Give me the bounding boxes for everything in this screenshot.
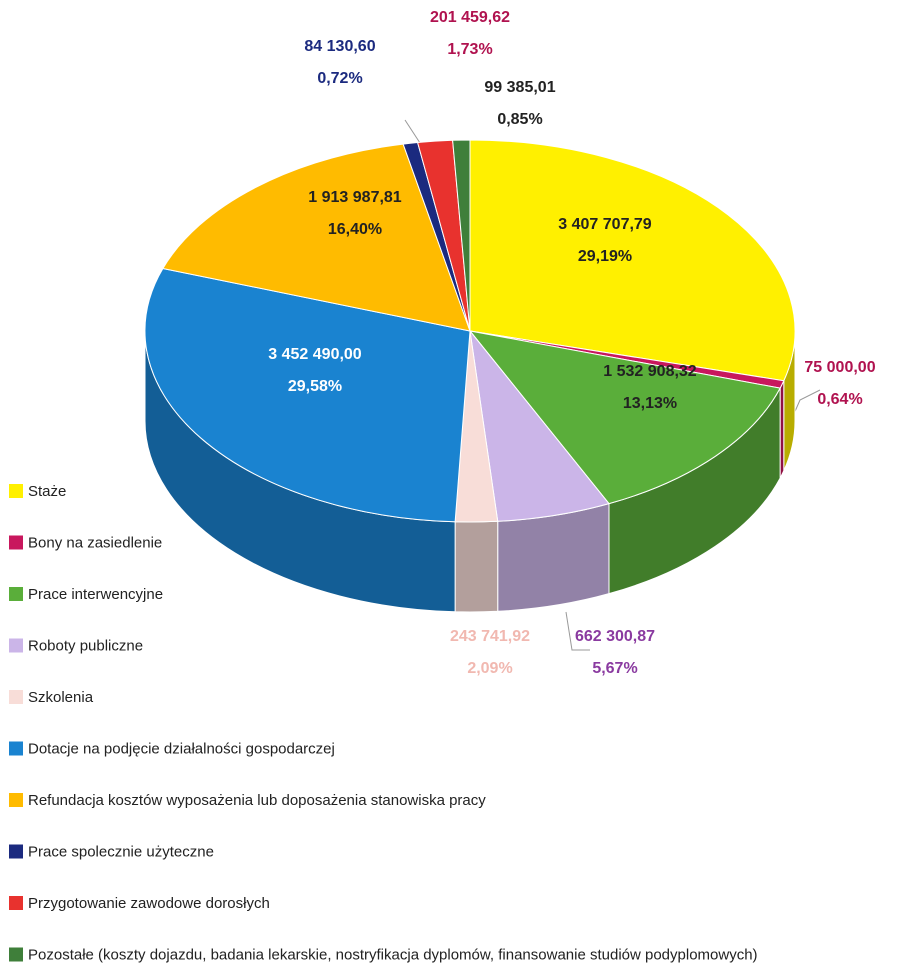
- legend-label: Refundacja kosztów wyposażenia lub dopos…: [28, 792, 486, 809]
- slice: [162, 143, 471, 332]
- percentage-label: 29,58%: [288, 378, 342, 395]
- legend-label: Staże: [28, 483, 66, 500]
- percentage-label: 0,72%: [317, 70, 362, 87]
- slice: [144, 267, 471, 523]
- percentage-label: 0,64%: [817, 391, 862, 408]
- legend: Staże Bony na zasiedlenie Prace interwency…: [9, 483, 758, 963]
- legend-label: Pozostałe (koszty dojazdu, badania lekar…: [28, 946, 758, 963]
- legend-label: Bony na zasiedlenie: [28, 534, 162, 551]
- legend-swatch: [9, 947, 23, 962]
- legend-label: Roboty publiczne: [28, 637, 143, 654]
- value-label: 3 407 707,79: [558, 216, 652, 233]
- legend-swatch: [9, 844, 23, 859]
- legend-label: Dotacje na podjęcie działalności gospoda…: [28, 740, 335, 757]
- legend-label: Szkolenia: [28, 689, 94, 706]
- leader-line: [404, 119, 421, 144]
- percentage-label: 13,13%: [623, 395, 677, 412]
- slice: [468, 330, 781, 505]
- legend-swatch: [9, 535, 23, 550]
- leader-line: [565, 611, 590, 651]
- pie: [144, 139, 796, 613]
- legend-swatch: [9, 896, 23, 910]
- legend-swatch: [9, 484, 23, 498]
- percentage-label: 16,40%: [328, 221, 382, 238]
- value-label: 3 452 490,00: [268, 346, 362, 363]
- legend-label: Przygotowanie zawodowe dorosłych: [28, 895, 270, 912]
- legend-swatch: [9, 793, 23, 807]
- value-label: 75 000,00: [804, 359, 875, 376]
- slice-side: [454, 520, 499, 613]
- percentage-label: 5,67%: [592, 660, 637, 677]
- value-label: 243 741,92: [450, 628, 530, 645]
- value-label: 662 300,87: [575, 628, 655, 645]
- slice: [452, 139, 471, 332]
- value-label: 1 913 987,81: [308, 189, 402, 206]
- legend-swatch: [9, 587, 23, 601]
- percentage-label: 29,19%: [578, 248, 632, 265]
- slice-side: [779, 380, 785, 479]
- legend-label: Prace interwencyjne: [28, 586, 163, 603]
- value-label: 84 130,60: [304, 38, 375, 55]
- legend-label: Prace spolecznie użyteczne: [28, 843, 214, 860]
- value-label: 201 459,62: [430, 9, 510, 26]
- slice: [469, 139, 796, 382]
- percentage-label: 0,85%: [497, 111, 542, 128]
- percentage-label: 1,73%: [447, 41, 492, 58]
- value-label: 1 532 908,32: [603, 363, 697, 380]
- percentage-label: 2,09%: [467, 660, 512, 677]
- legend-swatch: [9, 690, 23, 704]
- data-labels: 3 407 707,79 29,19% 75 000,00 0,64% 1 532 90…: [268, 9, 875, 677]
- legend-swatch: [9, 741, 23, 756]
- value-label: 99 385,01: [484, 79, 555, 96]
- legend-swatch: [9, 638, 23, 653]
